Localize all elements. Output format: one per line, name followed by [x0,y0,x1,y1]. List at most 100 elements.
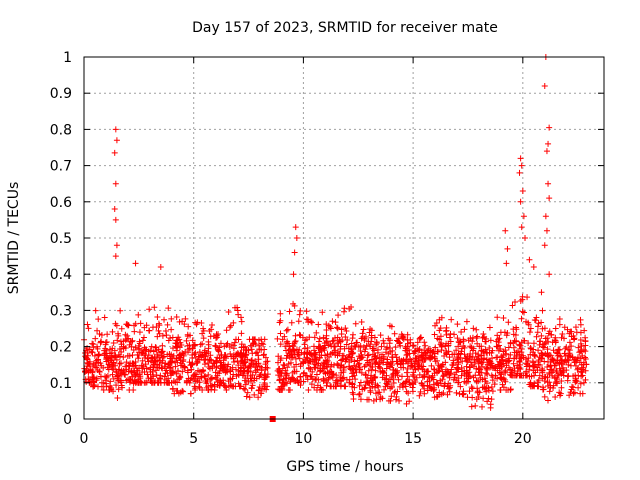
data-point-171 [109,328,116,335]
data-point-689 [220,377,227,384]
data-point-1287 [340,367,347,374]
data-point-2053 [505,344,512,351]
data-point-2019 [468,344,475,351]
data-point-1042 [298,378,305,385]
data-point-549 [177,389,184,396]
data-point-704 [205,371,212,378]
data-point-1460 [352,343,359,350]
data-point-167 [112,354,119,361]
data-point-2254 [525,319,532,326]
data-point-518 [168,359,175,366]
data-point-1399 [348,354,355,361]
data-point-1274 [332,319,339,326]
data-point-310 [150,348,157,355]
data-point-684 [218,362,225,369]
data-point-529 [181,363,188,370]
data-point-1596 [415,365,422,372]
data-point-2496 [517,198,524,205]
data-point-333 [149,324,156,331]
data-point-1581 [406,398,413,405]
data-point-841 [252,358,259,365]
data-point-2375 [554,352,561,359]
data-point-679 [190,341,197,348]
data-point-688 [213,334,220,341]
data-point-543 [185,375,192,382]
data-point-525 [179,350,186,357]
data-point-2001 [479,363,486,370]
data-point-672 [200,327,207,334]
data-point-1880 [461,371,468,378]
data-point-1047 [305,387,312,394]
data-point-282 [146,327,153,334]
data-point-992 [276,365,283,372]
data-point-1528 [395,376,402,383]
data-point-2482 [112,253,119,260]
data-point-1162 [306,350,313,357]
data-point-477 [187,332,194,339]
data-point-115 [100,387,107,394]
data-point-895 [263,386,270,393]
data-point-250 [116,360,123,367]
data-point-1257 [346,351,353,358]
data-point-1516 [392,351,399,358]
data-point-2121 [516,358,523,365]
data-point-699 [196,349,203,356]
data-point-1196 [322,370,329,377]
y-tick-label-2: 0.2 [50,340,72,356]
data-point-1400 [365,367,372,374]
data-point-1836 [436,367,443,374]
data-point-632 [195,367,202,374]
data-point-996 [280,361,287,368]
data-point-540 [167,353,174,360]
data-point-914 [258,390,265,397]
data-point-1337 [381,386,388,393]
data-point-1029 [289,346,296,353]
data-point-1907 [483,380,490,387]
data-point-2252 [530,359,537,366]
data-point-2074 [507,387,514,394]
data-point-68 [104,372,111,379]
data-point-36 [82,368,89,375]
data-point-365 [142,352,149,359]
data-point-2305 [547,362,554,369]
data-point-1355 [348,340,355,347]
data-point-2004 [488,396,495,403]
y-tick-label-4: 0.4 [50,267,72,283]
data-point-499 [169,385,176,392]
data-point-2309 [544,374,551,381]
x-axis-title: GPS time / hours [286,459,403,475]
data-point-173 [113,382,120,389]
data-point-1582 [391,330,398,337]
data-point-425 [161,363,168,370]
data-point-1881 [480,395,487,402]
data-point-198 [120,354,127,361]
data-point-742 [229,364,236,371]
data-point-493 [188,366,195,373]
data-point-185 [117,370,124,377]
data-point-2243 [538,355,545,362]
data-point-135 [111,347,118,354]
data-point-922 [255,356,262,363]
data-point-1262 [346,305,353,312]
data-point-405 [156,375,163,382]
data-point-1190 [333,324,340,331]
data-point-923 [240,368,247,375]
data-point-237 [116,353,123,360]
data-point-2372 [555,347,562,354]
data-point-1504 [392,344,399,351]
data-point-508 [173,313,180,320]
data-point-544 [189,361,196,368]
data-point-2429 [572,324,579,331]
data-point-847 [260,352,267,359]
data-point-1212 [348,346,355,353]
data-point-1922 [480,331,487,338]
data-point-681 [196,379,203,386]
data-point-2504 [546,124,553,131]
data-point-363 [136,379,143,386]
data-point-2225 [529,349,536,356]
data-point-687 [201,361,208,368]
data-point-2180 [539,307,546,314]
data-point-1854 [421,356,428,363]
data-point-303 [136,329,143,336]
